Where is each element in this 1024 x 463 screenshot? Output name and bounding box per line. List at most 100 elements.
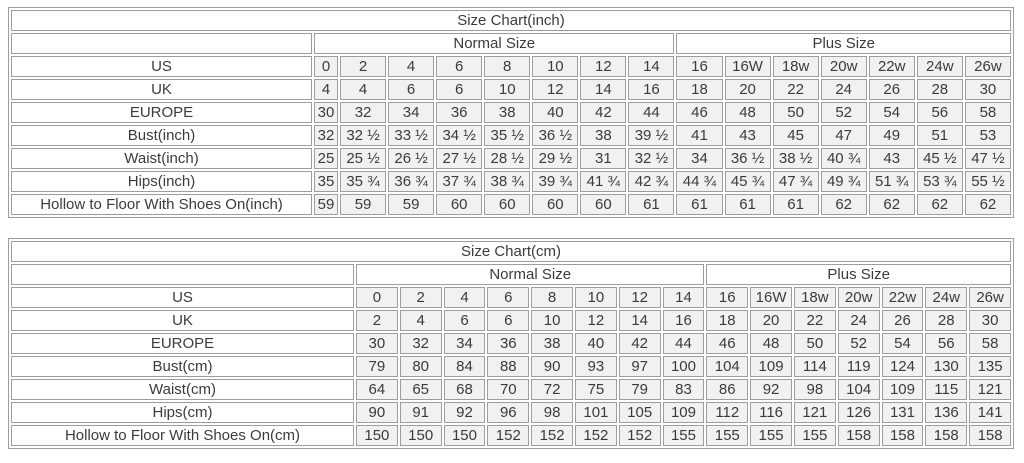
- size-cell: 62: [964, 194, 1011, 215]
- table-row: Bust(cm) 79 80 84 88 90 93 97 100 104 109 114 119 124…: [11, 356, 1011, 377]
- size-cell: 60: [580, 194, 627, 215]
- table-title: Size Chart(cm): [11, 241, 1011, 262]
- size-cell: 22: [793, 310, 836, 331]
- size-cell: 98: [531, 402, 573, 423]
- size-cell: 90: [356, 402, 398, 423]
- size-cell: 155: [793, 425, 836, 446]
- table-title: Size Chart(inch): [11, 10, 1011, 31]
- size-cell: 121: [969, 379, 1011, 400]
- size-cell: 52: [820, 102, 867, 123]
- size-cell: 109: [750, 356, 792, 377]
- size-cell: 109: [881, 379, 924, 400]
- size-cell: 35 ¾: [340, 171, 387, 192]
- size-cell: 80: [399, 356, 442, 377]
- size-cell: 20: [750, 310, 792, 331]
- size-cell: 51 ¾: [868, 171, 915, 192]
- row-label: EUROPE: [11, 333, 354, 354]
- size-cell: 150: [356, 425, 398, 446]
- size-cell: 14: [618, 310, 661, 331]
- size-cell: 61: [628, 194, 675, 215]
- size-cell: 101: [574, 402, 617, 423]
- size-cell: 12: [580, 56, 627, 77]
- row-label: Hips(cm): [11, 402, 354, 423]
- size-cell: 29 ½: [532, 148, 579, 169]
- size-cell: 8: [531, 287, 573, 308]
- size-cell: 4: [340, 79, 387, 100]
- size-cell: 41 ¾: [580, 171, 627, 192]
- size-cell: 70: [487, 379, 530, 400]
- size-cell: 155: [750, 425, 792, 446]
- size-cell: 25: [314, 148, 338, 169]
- size-cell: 20: [724, 79, 771, 100]
- size-cell: 54: [868, 102, 915, 123]
- size-cell: 90: [531, 356, 573, 377]
- size-cell: 112: [706, 402, 749, 423]
- size-cell: 56: [925, 333, 968, 354]
- size-cell: 18w: [772, 56, 819, 77]
- size-cell: 79: [356, 356, 398, 377]
- size-cell: 25 ½: [340, 148, 387, 169]
- table-row: Hips(cm) 90 91 92 96 98 101 105 109 112 116 121 126 1…: [11, 402, 1011, 423]
- size-cell: 10: [574, 287, 617, 308]
- size-cell: 42: [580, 102, 627, 123]
- size-cell: 31: [580, 148, 627, 169]
- size-chart-cm-body: Size Chart(cm) Normal Size Plus Size US 0 2 4 6…: [11, 241, 1011, 446]
- size-cell: 115: [925, 379, 968, 400]
- size-cell: 32: [340, 102, 387, 123]
- size-cell: 114: [793, 356, 836, 377]
- row-label: UK: [11, 310, 354, 331]
- size-cell: 14: [662, 287, 705, 308]
- size-cell: 6: [487, 287, 530, 308]
- size-cell: 6: [487, 310, 530, 331]
- size-cell: 152: [574, 425, 617, 446]
- row-label: Bust(inch): [11, 125, 312, 146]
- table-row: EUROPE 30 32 34 36 38 40 42 44 46 48 50 52 54 56 58: [11, 102, 1011, 123]
- size-cell: 45 ¾: [724, 171, 771, 192]
- size-cell: 33 ½: [388, 125, 435, 146]
- size-cell: 16W: [750, 287, 792, 308]
- size-cell: 16: [628, 79, 675, 100]
- size-cell: 22w: [881, 287, 924, 308]
- group-header-normal-size: Normal Size: [314, 33, 675, 54]
- size-cell: 104: [706, 356, 749, 377]
- size-cell: 40 ¾: [820, 148, 867, 169]
- group-header-normal-size: Normal Size: [356, 264, 705, 285]
- size-cell: 158: [969, 425, 1011, 446]
- size-cell: 68: [443, 379, 486, 400]
- size-cell: 116: [750, 402, 792, 423]
- size-cell: 39 ¾: [532, 171, 579, 192]
- size-cell: 51: [916, 125, 963, 146]
- size-cell: 104: [837, 379, 880, 400]
- row-label: Hips(inch): [11, 171, 312, 192]
- size-cell: 4: [399, 310, 442, 331]
- size-cell: 2: [340, 56, 387, 77]
- title-row: Size Chart(inch): [11, 10, 1011, 31]
- size-cell: 44: [628, 102, 675, 123]
- row-label: UK: [11, 79, 312, 100]
- size-cell: 62: [916, 194, 963, 215]
- size-chart-inch-body: Size Chart(inch) Normal Size Plus Size US 0 2…: [11, 10, 1011, 215]
- title-row: Size Chart(cm): [11, 241, 1011, 262]
- size-cell: 34: [676, 148, 723, 169]
- size-cell: 18w: [793, 287, 836, 308]
- size-cell: 36: [436, 102, 483, 123]
- size-cell: 131: [881, 402, 924, 423]
- table-row: Hollow to Floor With Shoes On(inch) 59 59 5…: [11, 194, 1011, 215]
- size-cell: 24: [820, 79, 867, 100]
- size-cell: 61: [724, 194, 771, 215]
- size-cell: 62: [868, 194, 915, 215]
- size-cell: 42 ¾: [628, 171, 675, 192]
- group-header-row: Normal Size Plus Size: [11, 264, 1011, 285]
- size-cell: 2: [356, 310, 398, 331]
- size-cell: 126: [837, 402, 880, 423]
- size-cell: 53: [964, 125, 1011, 146]
- size-cell: 40: [532, 102, 579, 123]
- size-cell: 6: [436, 56, 483, 77]
- size-cell: 158: [837, 425, 880, 446]
- size-cell: 6: [388, 79, 435, 100]
- group-header-row: Normal Size Plus Size: [11, 33, 1011, 54]
- size-cell: 53 ¾: [916, 171, 963, 192]
- table-row: UK 4 4 6 6 10 12 14 16 18 20 22 24 26 28 30: [11, 79, 1011, 100]
- size-cell: 24w: [925, 287, 968, 308]
